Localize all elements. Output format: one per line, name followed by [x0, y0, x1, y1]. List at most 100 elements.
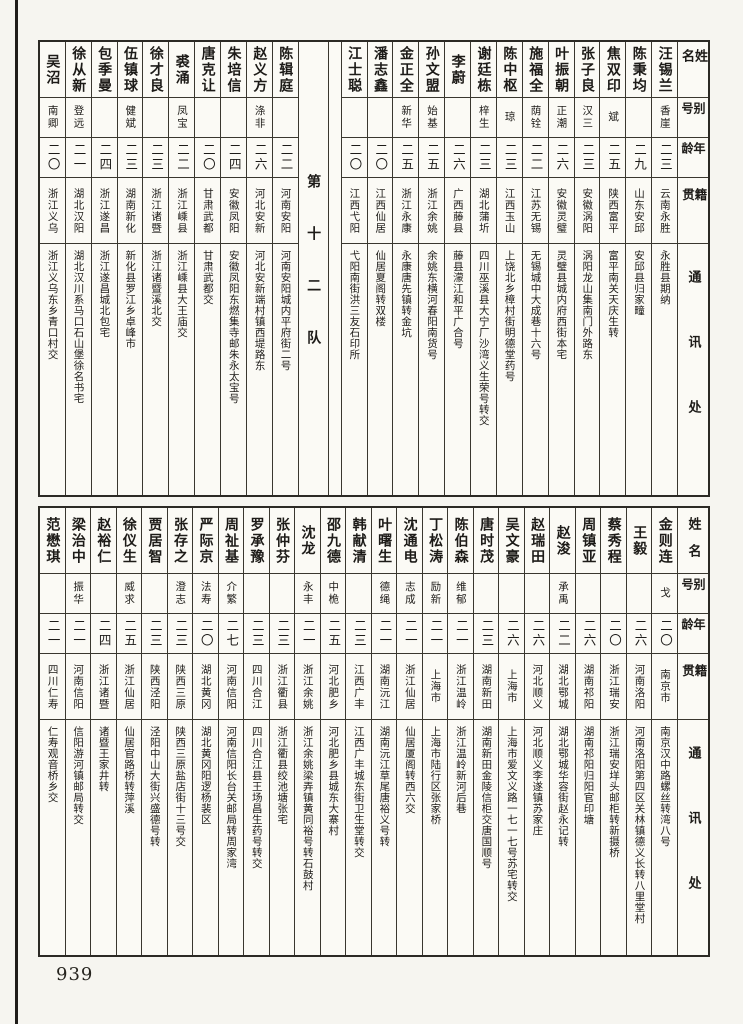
- person-address: 浙江义乌东乡青口村交: [46, 250, 59, 360]
- person-native-place: 浙江仙居: [116, 654, 142, 720]
- person-column: 潘志鑫 二〇 江西仙居 仙居夏阁转双楼: [366, 42, 393, 495]
- person-native-place: 湖南新田: [473, 654, 499, 720]
- person-age: 二三: [346, 614, 371, 654]
- header-name-label: 姓名: [678, 42, 708, 98]
- person-native-place: 浙江永康: [393, 178, 419, 244]
- person-name: 潘志鑫: [367, 42, 393, 98]
- page-gutter-edge: [15, 0, 18, 1024]
- person-native-place: 江西弋阳: [341, 178, 367, 244]
- person-alias: 澄志: [167, 574, 193, 614]
- person-name: 梁治中: [65, 508, 91, 574]
- person-native-place: 浙江诸暨: [143, 178, 169, 244]
- person-column: 吴沼 南卿 二〇 浙江义乌 浙江义乌东乡青口村交: [39, 42, 65, 495]
- header-name-label: 姓名: [678, 508, 708, 574]
- person-native-place: 浙江余姚: [419, 178, 445, 244]
- person-column: 叶曙生 德绳 二一 湖南沅江 湖南沅江草尾唐裕义号转: [370, 508, 397, 955]
- person-age: 二一: [448, 614, 473, 654]
- person-name: 张存之: [167, 508, 193, 574]
- person-column: 陈中枢琼二三 江西玉山 上饶北乡樟村街明德堂药号: [495, 42, 522, 495]
- person-age: 二三: [473, 614, 499, 654]
- person-alias: [195, 98, 220, 138]
- person-native-place: 河南信阳: [65, 654, 91, 720]
- person-address: 永胜县期纳: [658, 250, 671, 305]
- person-address: 余姚东横河春阳南货号: [425, 250, 438, 360]
- person-age: 二五: [116, 614, 142, 654]
- person-column: 邵九德 中桅 二五 河北肥乡 河北肥乡县城东大寨村: [319, 508, 346, 955]
- person-column: 赵浚 承禹 二二 湖北鄂城 湖北鄂城华容街赵永记转: [549, 508, 575, 955]
- person-age: 二七: [218, 614, 244, 654]
- person-name: 王毅: [626, 508, 652, 574]
- person-age: 二三: [574, 138, 600, 178]
- person-column: 陈伯森 维郁 二一 浙江温岭 浙江温岭新河后巷: [447, 508, 473, 955]
- person-address: 甘肃武都交: [201, 250, 214, 305]
- person-column: 唐克让 二〇 甘肃武都 甘肃武都交: [194, 42, 220, 495]
- person-name: 赵裕仁: [91, 508, 116, 574]
- person-age: 二二: [169, 138, 195, 178]
- person-native-place: 四川仁寿: [40, 654, 65, 720]
- person-native-place: 四川合江: [244, 654, 269, 720]
- person-address: 新化县罗江乡卓峰市: [124, 250, 137, 349]
- person-name: 严际京: [193, 508, 218, 574]
- person-column: 金正全 新华 二五 浙江永康 永康唐先镇转金坑: [392, 42, 419, 495]
- header-address-label: 通讯处: [685, 270, 701, 465]
- person-age: 二〇: [195, 138, 220, 178]
- person-column: 张存之 澄志 二三 陕西三原 陕西三原盐店街十三号交: [166, 508, 193, 955]
- person-age: 二一: [65, 614, 91, 654]
- person-name: 沈龙: [295, 508, 320, 574]
- person-address: 河南信阳长台关邮局转周家湾: [225, 726, 238, 869]
- person-column: 徐仪生 威求 二五 浙江仙居 仙居官路桥转萍溪: [115, 508, 142, 955]
- person-alias: [272, 98, 298, 138]
- person-address: 富平南关天庆生转: [607, 250, 620, 338]
- person-address: 弋阳南街洪三友石印所: [348, 250, 361, 360]
- person-alias: [473, 574, 499, 614]
- person-address: 河南洛阳第四区关林镇德义长转八里堂村: [633, 726, 646, 924]
- person-native-place: 浙江衢县: [269, 654, 295, 720]
- person-alias: 涤非: [246, 98, 272, 138]
- person-alias: [221, 98, 246, 138]
- person-address: 上海市爱文义路一七一七号苏宅转交: [505, 726, 518, 902]
- person-address: 灵璧县城内府西街本宅: [555, 250, 568, 360]
- squad-divider-column: 第十二队: [297, 42, 328, 495]
- person-address: 浙江衢县绞池塘张宅: [276, 726, 289, 825]
- person-native-place: 浙江余姚: [295, 654, 320, 720]
- person-address: 江西广丰城东街卫生堂转交: [352, 726, 365, 858]
- person-alias: [524, 574, 550, 614]
- person-age: 二三: [269, 614, 295, 654]
- person-age: 二五: [393, 138, 419, 178]
- person-column: 周祉基 介繁 二七 河南信阳 河南信阳长台关邮局转周家湾: [217, 508, 244, 955]
- person-alias: 维郁: [448, 574, 473, 614]
- person-name: 吴文豪: [499, 508, 524, 574]
- person-name: 江士聪: [341, 42, 367, 98]
- person-address: 浙江诸暨溪北交: [150, 250, 163, 327]
- person-name: 金则连: [652, 508, 677, 574]
- person-alias: 德绳: [371, 574, 397, 614]
- person-column: 张子良 汉三 二三 安徽涡阳 涡阳龙山集南门外路东: [573, 42, 600, 495]
- person-name: 沈通电: [397, 508, 422, 574]
- person-age: 二六: [246, 138, 272, 178]
- person-alias: [91, 98, 117, 138]
- person-native-place: 湖北蒲圻: [471, 178, 496, 244]
- person-native-place: 河南安阳: [272, 178, 298, 244]
- person-alias: 南卿: [39, 98, 65, 138]
- person-age: 二六: [548, 138, 574, 178]
- person-column: 严际京 法寿 二〇 湖北黄冈 湖北黄冈阳逻杨裴区: [192, 508, 218, 955]
- header-native-label: 籍贯: [678, 654, 708, 720]
- header-alias-label: 别号: [678, 98, 708, 138]
- person-alias: [445, 98, 470, 138]
- person-age: 二五: [419, 138, 445, 178]
- person-column: 陈辑庭 二二 河南安阳 河南安阳城内平府街二号: [271, 42, 298, 495]
- person-address: 湖南沅江草尾唐裕义号转: [378, 726, 391, 847]
- person-column: 叶振朝 正潮 二六 安徽灵璧 灵璧县城内府西街本宅: [547, 42, 574, 495]
- person-native-place: 河南洛阳: [626, 654, 652, 720]
- person-alias: [91, 574, 116, 614]
- person-address: 无锡城中大成巷十六号: [529, 250, 542, 360]
- person-age: 二三: [167, 614, 193, 654]
- blank-spacer-column: [327, 42, 341, 495]
- person-age: 二二: [272, 138, 298, 178]
- person-name: 韩献清: [346, 508, 371, 574]
- person-age: 二〇: [367, 138, 393, 178]
- person-native-place: 陕西三原: [167, 654, 193, 720]
- person-name: 徐从新: [65, 42, 91, 98]
- person-name: 陈中枢: [496, 42, 522, 98]
- person-name: 徐才良: [143, 42, 169, 98]
